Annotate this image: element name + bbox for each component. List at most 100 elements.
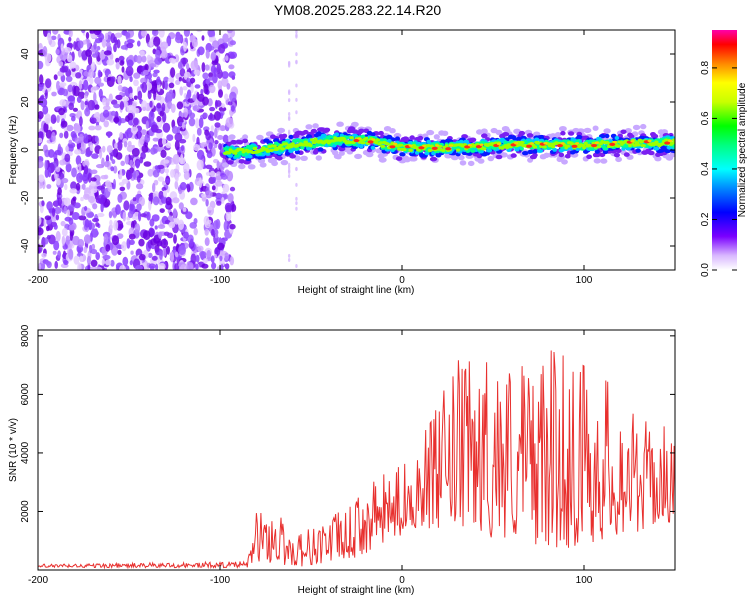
spectrogram-noise-blob bbox=[162, 80, 166, 90]
spectrogram-noise-blob bbox=[129, 76, 133, 83]
spectrogram-band-blob bbox=[518, 130, 526, 136]
spectrogram-noise-blob bbox=[204, 228, 209, 236]
spectrogram-noise-blob bbox=[55, 230, 61, 242]
spectrogram-noise-blob bbox=[176, 101, 184, 110]
spectrogram-noise-blob bbox=[44, 89, 48, 100]
spectrogram-noise-blob bbox=[133, 95, 138, 101]
spectrogram-noise-blob bbox=[158, 231, 163, 239]
spectrogram-band-blob bbox=[252, 146, 258, 151]
spectrogram-noise-blob bbox=[218, 106, 227, 112]
spectrogram-band-blob bbox=[347, 140, 353, 144]
spectrogram-noise-blob bbox=[113, 220, 119, 231]
spectrogram-noise-blob bbox=[119, 265, 126, 270]
snr-axes: -200 -100 0 100 2000 4000 6000 8000 bbox=[20, 324, 675, 586]
spectrogram-noise-blob bbox=[83, 246, 88, 254]
spectrogram-noise-blob bbox=[125, 32, 131, 38]
spectrogram-noise-blob bbox=[87, 54, 93, 66]
spectrogram-noise-blob bbox=[70, 181, 77, 191]
spectrogram-noise-blob bbox=[125, 65, 134, 77]
spectrogram-noise-blob bbox=[133, 72, 141, 79]
spectrogram-noise-blob bbox=[188, 112, 196, 119]
spectrogram-noise-blob bbox=[94, 76, 102, 85]
spectrogram-band-blob bbox=[401, 148, 407, 152]
spectrogram-noise-blob bbox=[152, 182, 156, 193]
spectrogram-noise-blob bbox=[216, 160, 220, 170]
spectrogram-noise-blob bbox=[61, 177, 69, 184]
spectrogram-artifact bbox=[287, 129, 291, 134]
spectrogram-band-blob bbox=[395, 136, 400, 141]
spectrogram-noise-blob bbox=[185, 63, 190, 70]
snr-line bbox=[38, 350, 675, 570]
spectrogram-noise-blob bbox=[192, 133, 196, 143]
spectrogram-band-blob bbox=[592, 125, 599, 131]
spectrogram-noise-blob bbox=[188, 117, 196, 127]
spectrogram-noise-blob bbox=[84, 91, 89, 96]
spectrogram-band-blob bbox=[234, 154, 240, 158]
spectrogram-noise-blob bbox=[182, 86, 188, 91]
spectrogram-noise-blob bbox=[66, 54, 73, 63]
spectrogram-noise-blob bbox=[76, 182, 81, 191]
spectrogram-noise-blob bbox=[166, 134, 174, 142]
spectrogram-band-blob bbox=[426, 144, 431, 148]
spectrogram-artifact bbox=[295, 110, 298, 115]
spectrogram-noise-blob bbox=[53, 224, 58, 230]
spectrogram-noise-blob bbox=[122, 256, 129, 267]
spectrogram-band-blob bbox=[615, 156, 622, 163]
spectrogram-peak bbox=[435, 144, 440, 147]
spectrogram-noise-blob bbox=[110, 33, 116, 44]
spectrogram-noise-blob bbox=[117, 75, 122, 85]
snr-frame bbox=[37, 329, 676, 571]
spectrogram-noise-blob bbox=[140, 213, 148, 218]
spectrogram-band-blob bbox=[532, 149, 538, 154]
spectrogram-peak bbox=[445, 147, 452, 151]
spectrogram-noise-blob bbox=[41, 252, 47, 258]
spectrogram-band-blob bbox=[417, 135, 424, 141]
spectrogram-noise-blob bbox=[140, 129, 147, 136]
spectrogram-noise-blob bbox=[84, 219, 90, 228]
spectrogram-band-blob bbox=[458, 139, 464, 144]
spectrogram-noise-blob bbox=[40, 97, 48, 108]
snr-line-series bbox=[38, 350, 675, 570]
spectrogram-noise-blob bbox=[79, 116, 83, 127]
spectrogram-noise-blob bbox=[89, 181, 97, 187]
spectrogram-band-blob bbox=[230, 139, 238, 145]
spectrogram-noise-blob bbox=[141, 55, 147, 63]
spectrogram-noise-blob bbox=[148, 252, 153, 259]
spectrogram-noise-blob bbox=[167, 77, 174, 83]
spectrogram-noise-blob bbox=[207, 114, 216, 121]
spectrogram-peak bbox=[556, 144, 563, 148]
spectrogram-noise-blob bbox=[67, 144, 74, 153]
spectrogram-artifact bbox=[287, 63, 291, 68]
spectrogram-noise-blob bbox=[191, 38, 198, 48]
spectrogram-artifact bbox=[295, 83, 298, 88]
spectrogram-noise-blob bbox=[118, 182, 125, 186]
spectrogram-noise-blob bbox=[81, 183, 86, 190]
spectrogram-band-blob bbox=[560, 130, 566, 136]
spectrogram-noise-blob bbox=[215, 100, 222, 107]
snr-ylabel: SNR (10 * v/v) bbox=[8, 418, 19, 482]
spectrogram-noise-blob bbox=[208, 84, 216, 94]
spectrogram-noise-blob bbox=[133, 79, 139, 87]
spectrogram-noise-blob bbox=[126, 59, 134, 68]
spectrogram-band-blob bbox=[277, 127, 286, 134]
spectrogram-band-blob bbox=[532, 145, 538, 149]
spectrogram-noise-blob bbox=[104, 259, 112, 266]
spectrogram-band-blob bbox=[336, 121, 344, 127]
spectrogram-noise-blob bbox=[86, 39, 91, 48]
spectrogram-noise-blob bbox=[196, 91, 200, 100]
spectrogram-peak bbox=[664, 141, 671, 145]
spectrogram-noise-blob bbox=[210, 51, 217, 61]
spectrogram-band-blob bbox=[502, 132, 510, 137]
spectrogram-noise-blob bbox=[51, 207, 56, 217]
spectrogram-noise-blob bbox=[127, 112, 134, 121]
spectrogram-noise-blob bbox=[214, 140, 219, 145]
colorbar: 0.0 0.2 0.4 0.6 0.8 Normalized spectral ampl… bbox=[700, 30, 748, 277]
spectrogram-noise-blob bbox=[69, 231, 74, 241]
spectrogram-noise-blob bbox=[214, 127, 218, 139]
spectrogram-noise-blob bbox=[226, 83, 231, 90]
spectrogram-noise-blob bbox=[74, 149, 81, 155]
spectrogram-noise-blob bbox=[89, 144, 94, 152]
spectrogram-noise-blob bbox=[161, 102, 166, 113]
spectrogram-peak bbox=[612, 140, 617, 144]
